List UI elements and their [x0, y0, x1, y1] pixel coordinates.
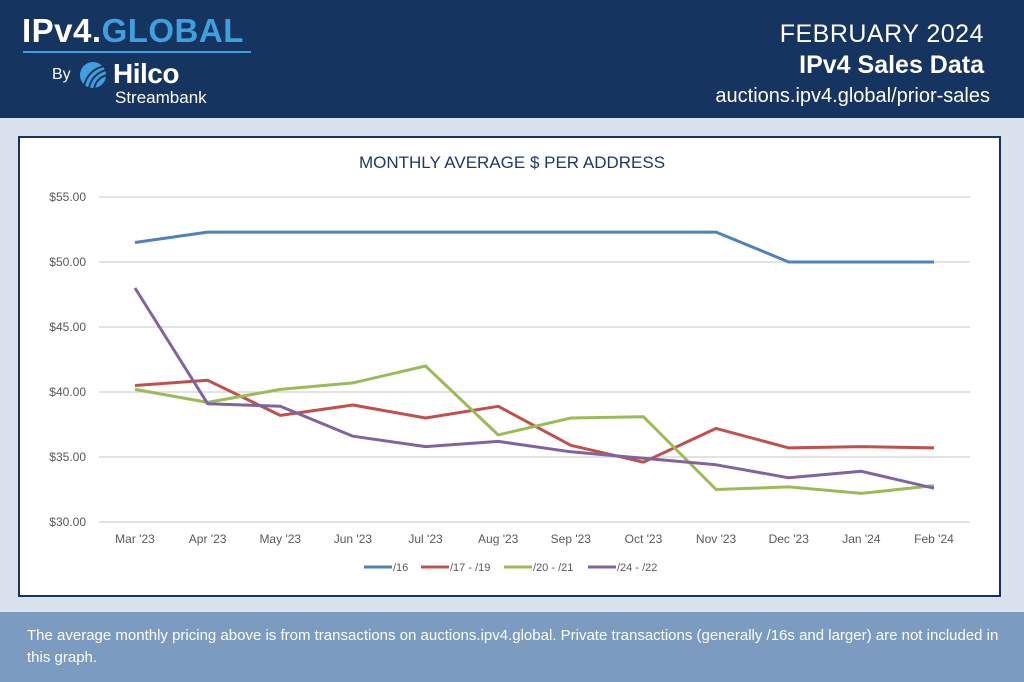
report-month: FEBRUARY 2024 — [779, 20, 984, 48]
x-tick-label: Nov '23 — [696, 532, 737, 546]
logo-streambank: Streambank — [115, 88, 207, 107]
x-tick-label: Feb '24 — [914, 532, 954, 546]
x-tick-label: Apr '23 — [189, 532, 227, 546]
y-tick-label: $55.00 — [49, 190, 86, 204]
series-line-0 — [134, 230, 934, 264]
logo-text-ipv4: IPv4. — [22, 12, 102, 49]
x-tick-label: Jul '23 — [408, 532, 443, 546]
x-tick-label: Mar '23 — [115, 532, 155, 546]
logo-by: By — [52, 66, 71, 83]
line-chart: MONTHLY AVERAGE $ PER ADDRESS $30.00 $35.… — [49, 153, 970, 574]
chart-title: MONTHLY AVERAGE $ PER ADDRESS — [359, 153, 665, 172]
x-tick-label: Aug '23 — [478, 532, 519, 546]
legend-label: /17 - /19 — [450, 562, 490, 574]
legend-label: /20 - /21 — [533, 562, 573, 574]
y-tick-label: $50.00 — [49, 255, 86, 269]
header: IPv4.GLOBAL By Hilco Streambank FEBRUARY… — [0, 0, 1024, 118]
hilco-logo-icon — [80, 62, 108, 90]
logo-text-global: GLOBAL — [101, 12, 244, 49]
y-tick-label: $45.00 — [49, 320, 86, 334]
logo-hilco: Hilco — [113, 58, 179, 89]
x-tick-label: Jun '23 — [334, 532, 373, 546]
legend-label: /16 — [393, 562, 408, 574]
x-tick-label: Jan '24 — [842, 532, 881, 546]
y-tick-label: $30.00 — [49, 515, 86, 529]
series-line-3 — [133, 287, 935, 490]
source-url[interactable]: auctions.ipv4.global/prior-sales — [715, 85, 990, 107]
x-tick-label: Oct '23 — [625, 532, 663, 546]
footer-note: The average monthly pricing above is fro… — [0, 612, 1024, 682]
footer-text: The average monthly pricing above is fro… — [27, 627, 999, 666]
series-line-2 — [134, 364, 935, 495]
page-title: IPv4 Sales Data — [799, 51, 984, 79]
chart-card: MONTHLY AVERAGE $ PER ADDRESS $30.00 $35.… — [18, 136, 1001, 597]
legend-label: /24 - /22 — [617, 562, 657, 574]
x-tick-label: Sep '23 — [551, 532, 592, 546]
x-tick-label: May '23 — [259, 532, 301, 546]
logo-divider — [23, 51, 251, 53]
x-tick-label: Dec '23 — [769, 532, 810, 546]
y-tick-label: $35.00 — [49, 450, 86, 464]
logo-ipv4-global: IPv4.GLOBAL — [22, 12, 244, 50]
y-tick-label: $40.00 — [49, 385, 86, 399]
